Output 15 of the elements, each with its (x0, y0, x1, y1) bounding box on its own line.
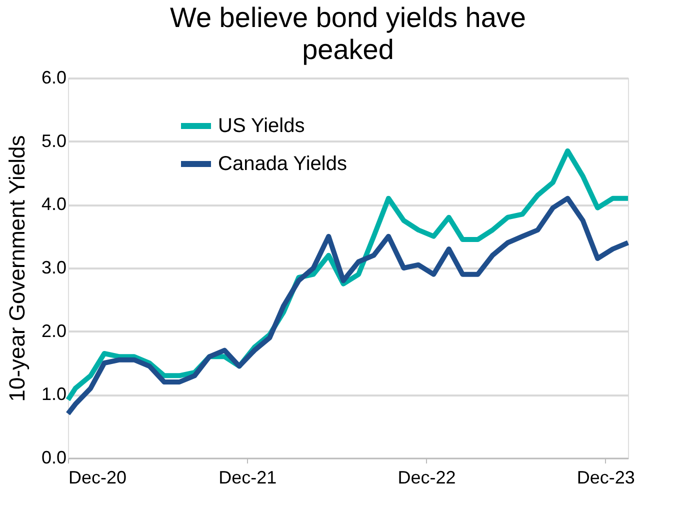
y-tick-label: 3.0 (41, 258, 66, 278)
legend-label: Canada Yields (218, 153, 347, 175)
y-tick-label: 5.0 (41, 130, 66, 151)
x-tick-label: Dec-20 (68, 468, 127, 488)
x-tick-label: Dec-21 (218, 468, 277, 488)
legend-label: US Yields (218, 115, 305, 137)
x-tick-label: Dec-23 (576, 468, 635, 488)
y-tick-label: 2.0 (41, 320, 66, 341)
y-tick-label: 0.0 (41, 448, 66, 468)
x-tick-label: Dec-22 (398, 468, 456, 488)
y-tick-label: 4.0 (41, 194, 66, 214)
y-axis-title: 10-year Government Yields (4, 135, 30, 402)
chart-title: We believe bond yields have peaked (170, 2, 526, 65)
y-tick-label: 6.0 (41, 68, 66, 88)
y-tick-label: 1.0 (41, 384, 66, 404)
